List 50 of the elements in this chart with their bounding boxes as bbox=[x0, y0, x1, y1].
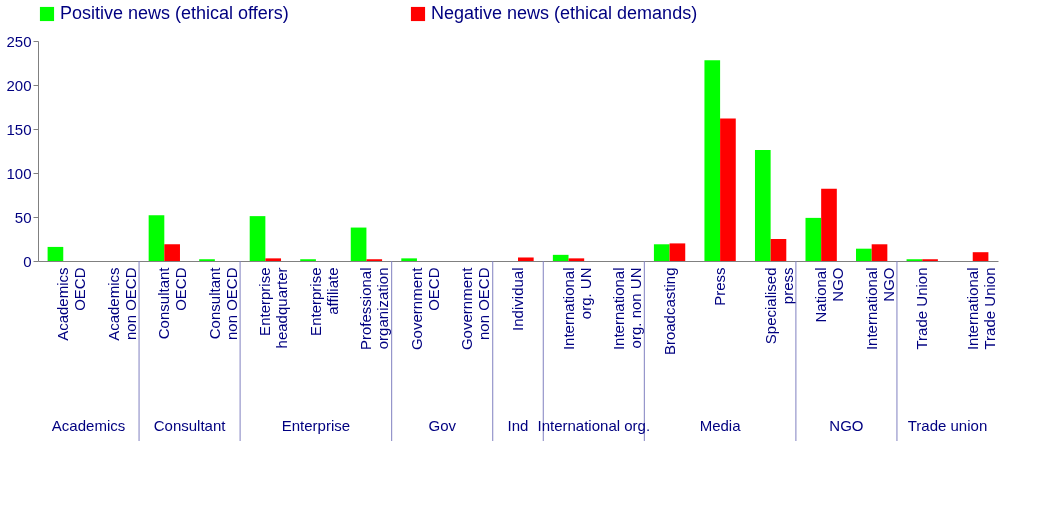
bar bbox=[164, 244, 180, 261]
bar bbox=[805, 217, 822, 261]
x-tick-label: Consultant non OECD bbox=[205, 266, 240, 341]
bar bbox=[148, 215, 165, 261]
x-tick-label: International Trade Union bbox=[963, 267, 998, 351]
bar bbox=[720, 118, 736, 261]
bar bbox=[350, 227, 367, 261]
bar bbox=[653, 244, 670, 261]
text: Media bbox=[699, 417, 742, 434]
bar bbox=[47, 246, 64, 261]
x-tick-label: Press bbox=[711, 267, 729, 306]
bar bbox=[568, 258, 585, 261]
x-tick-label: International org. UN bbox=[559, 267, 594, 351]
bar bbox=[972, 252, 989, 261]
bar bbox=[249, 216, 266, 261]
legend-label: Negative news (ethical demands) bbox=[431, 3, 698, 23]
bar bbox=[265, 258, 282, 261]
y-tick-label: 0 bbox=[23, 252, 32, 270]
x-tick-label: Government non OECD bbox=[458, 266, 493, 351]
text: Consultant bbox=[153, 417, 227, 434]
bar bbox=[821, 188, 837, 261]
y-tick-label: 150 bbox=[6, 120, 32, 138]
text: Enterprise bbox=[281, 417, 351, 434]
bar bbox=[871, 244, 888, 261]
y-tick-label: 100 bbox=[6, 164, 32, 182]
text: International org. bbox=[537, 417, 651, 434]
bar bbox=[754, 150, 771, 261]
x-tick-label: Individual bbox=[509, 267, 526, 331]
y-tick-label: 250 bbox=[6, 32, 32, 50]
text: Gov bbox=[428, 417, 457, 434]
bar bbox=[856, 248, 872, 261]
x-tick-label: Trade Union bbox=[913, 267, 931, 350]
legend-label: Positive news (ethical offers) bbox=[60, 3, 289, 23]
x-tick-label: International NGO bbox=[862, 267, 897, 351]
bar bbox=[552, 254, 569, 261]
text: Academics bbox=[51, 417, 126, 434]
x-tick-label: Broadcasting bbox=[660, 267, 678, 356]
y-tick-label: 50 bbox=[14, 208, 32, 226]
bar bbox=[669, 243, 686, 261]
y-tick-label: 200 bbox=[6, 76, 32, 94]
x-tick-label: Specialised press bbox=[761, 267, 796, 345]
text: NGO bbox=[829, 417, 864, 434]
bar bbox=[518, 257, 534, 261]
text: Trade union bbox=[907, 417, 988, 434]
x-tick-label: Academics non OECD bbox=[104, 267, 139, 341]
bar bbox=[770, 239, 787, 261]
x-tick-label: Academics OECD bbox=[54, 267, 89, 341]
bar bbox=[704, 60, 721, 261]
bar bbox=[401, 258, 417, 261]
text: Ind bbox=[507, 417, 529, 434]
